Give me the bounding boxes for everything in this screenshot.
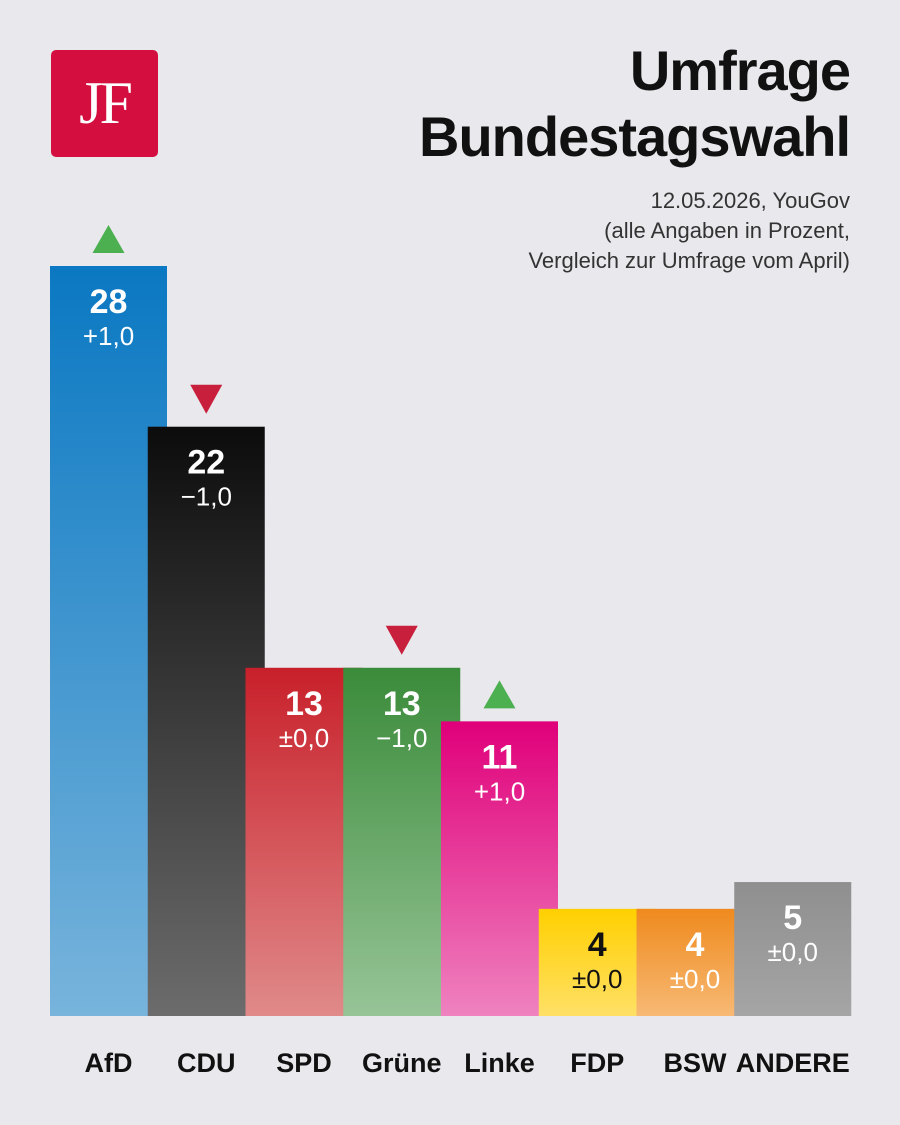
bar-andere — [734, 882, 852, 1016]
change-label-andere: ±0,0 — [768, 937, 818, 967]
trend-up-icon — [92, 225, 125, 253]
bar-grüne — [343, 667, 461, 1016]
category-label-bsw: BSW — [663, 1048, 727, 1078]
subtitle-line-1: 12.05.2026, YouGov — [650, 188, 850, 213]
bar-linke — [441, 721, 558, 1016]
trend-down-icon — [190, 384, 223, 414]
change-label-afd: +1,0 — [83, 321, 134, 351]
bar-afd — [50, 266, 167, 1016]
subtitle-line-3: Vergleich zur Umfrage vom April) — [528, 248, 850, 273]
title-line-1: Umfrage — [629, 39, 851, 102]
value-label-grüne: 13 — [383, 685, 421, 723]
value-label-bsw: 4 — [686, 926, 705, 964]
category-label-andere: ANDERE — [735, 1048, 850, 1078]
change-label-linke: +1,0 — [474, 776, 525, 806]
change-label-fdp: ±0,0 — [572, 964, 622, 994]
change-label-grüne: −1,0 — [376, 723, 427, 753]
bar-cdu — [147, 426, 265, 1016]
chart-title: Umfrage Bundestagswahl — [419, 38, 851, 170]
change-label-spd: ±0,0 — [279, 723, 329, 753]
chart-subtitle: 12.05.2026, YouGov (alle Angaben in Proz… — [528, 186, 850, 276]
title-line-2: Bundestagswahl — [419, 105, 851, 168]
category-label-spd: SPD — [276, 1048, 332, 1078]
value-label-andere: 5 — [783, 899, 802, 937]
value-label-spd: 13 — [285, 685, 323, 723]
category-label-cdu: CDU — [177, 1048, 236, 1078]
bar-bsw — [636, 908, 754, 1016]
bar-fdp — [538, 908, 656, 1016]
bar-spd — [245, 667, 363, 1016]
value-label-linke: 11 — [482, 738, 518, 776]
change-label-bsw: ±0,0 — [670, 964, 720, 994]
value-label-fdp: 4 — [588, 926, 607, 964]
category-label-grüne: Grüne — [361, 1048, 442, 1078]
category-label-fdp: FDP — [570, 1048, 625, 1078]
trend-down-icon — [385, 625, 418, 655]
trend-up-icon — [483, 680, 516, 709]
category-label-afd: AfD — [84, 1048, 133, 1078]
subtitle-line-2: (alle Angaben in Prozent, — [604, 218, 850, 243]
value-label-cdu: 22 — [187, 444, 225, 482]
category-label-linke: Linke — [464, 1048, 535, 1078]
change-label-cdu: −1,0 — [181, 482, 232, 512]
value-label-afd: 28 — [90, 283, 128, 321]
jf-logo: JF — [51, 50, 158, 157]
